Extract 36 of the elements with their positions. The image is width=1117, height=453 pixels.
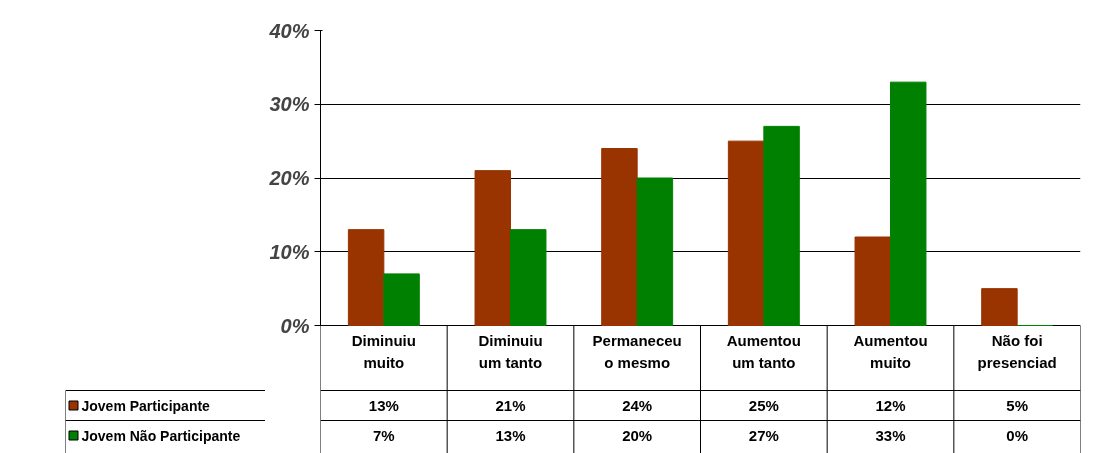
data-label: 5% [1006,397,1029,414]
data-label: 13% [495,427,526,444]
data-label: 24% [622,397,653,414]
y-tick-label: 10% [269,240,310,263]
x-tick-label: Diminuiu muito [351,331,416,371]
legend-label: Jovem Participante [81,397,211,414]
x-tick-label: Não foi presenciad [977,331,1057,371]
bar [636,177,674,326]
bar [890,81,927,326]
data-label: 20% [622,427,653,444]
data-label: 21% [495,397,526,414]
bar [601,148,638,326]
bar [854,236,891,326]
legend-label: Jovem Não Participante [81,427,241,444]
y-tick-label: 20% [268,167,310,189]
bar [981,288,1018,326]
data-label: 13% [368,397,399,414]
bar [727,140,765,326]
data-label: 7% [372,427,395,444]
x-tick-label: Aumentou muito [853,331,928,371]
bar [383,273,420,326]
x-tick-label: Aumentou um tanto [726,331,801,371]
bar [763,125,800,326]
data-label: 0% [1006,427,1029,444]
bar [474,170,511,326]
bar [510,229,547,326]
data-label: 27% [748,427,779,444]
y-tick-label: 40% [268,19,310,42]
data-label: 33% [875,427,906,444]
data-label: 25% [748,397,779,414]
data-label: 12% [875,397,906,414]
bar [347,229,385,326]
y-tick-label: 30% [269,93,310,116]
x-tick-label: Diminuiu um tanto [478,331,543,371]
x-tick-label: Permaneceu o mesmo [592,331,682,371]
y-tick-label: 0% [280,314,310,337]
